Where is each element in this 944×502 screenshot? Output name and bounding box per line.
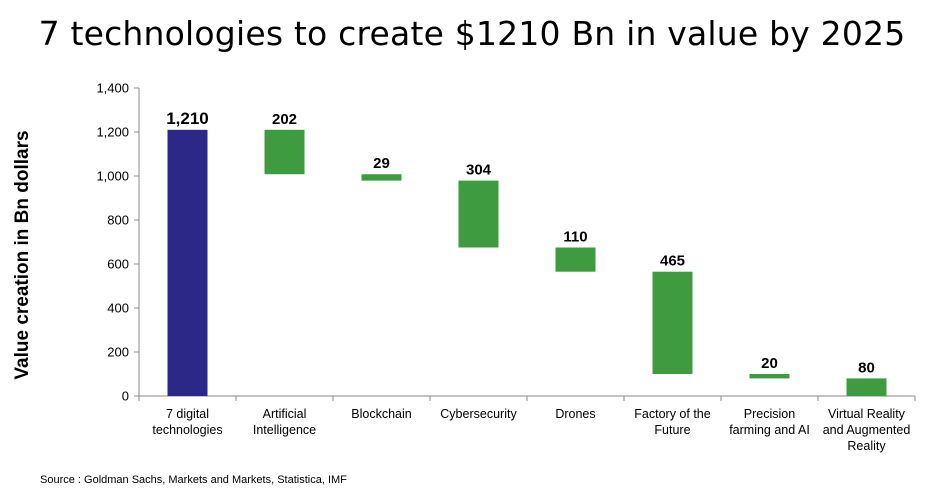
chart-title: 7 technologies to create $1210 Bn in val… [38, 14, 906, 53]
increment-bar [749, 374, 790, 379]
x-category-label: farming and AI [729, 423, 810, 437]
x-category-label: Future [654, 423, 690, 437]
increment-bar [846, 378, 887, 396]
x-category-label: Precision [744, 407, 795, 421]
data-label: 29 [373, 155, 390, 172]
data-label: 202 [272, 111, 297, 128]
y-tick-label: 800 [107, 213, 129, 228]
x-category-label: Drones [555, 407, 595, 421]
x-category-label: Artificial [263, 407, 307, 421]
x-category-label: Factory of the [634, 407, 710, 421]
increment-bar [361, 174, 402, 181]
increment-bar [652, 271, 693, 374]
y-tick-label: 0 [122, 389, 129, 404]
y-tick-label: 1,200 [96, 125, 129, 140]
x-category-label: Blockchain [351, 407, 411, 421]
source-note: Source : Goldman Sachs, Markets and Mark… [40, 474, 347, 486]
x-category-label: Reality [847, 439, 886, 453]
x-category-label: technologies [152, 423, 222, 437]
x-category-label: and Augmented [823, 423, 911, 437]
y-tick-label: 1,000 [96, 169, 129, 184]
data-label: 80 [858, 359, 875, 376]
x-category-label: Intelligence [253, 423, 316, 437]
y-tick-label: 600 [107, 257, 129, 272]
x-category-label: 7 digital [166, 407, 209, 421]
data-label: 110 [563, 229, 587, 246]
data-label: 20 [761, 355, 778, 372]
y-tick-label: 400 [107, 301, 129, 316]
data-label: 304 [466, 162, 492, 179]
increment-bar [555, 247, 596, 272]
increment-bar [264, 129, 305, 175]
x-category-label: Virtual Reality [828, 407, 906, 421]
y-tick-label: 200 [107, 345, 129, 360]
data-label: 1,210 [166, 109, 209, 128]
total-bar [167, 129, 208, 397]
x-category-label: Cybersecurity [440, 407, 517, 421]
increment-bar [458, 180, 499, 248]
data-label: 465 [660, 253, 685, 270]
y-tick-label: 1,400 [96, 81, 129, 96]
